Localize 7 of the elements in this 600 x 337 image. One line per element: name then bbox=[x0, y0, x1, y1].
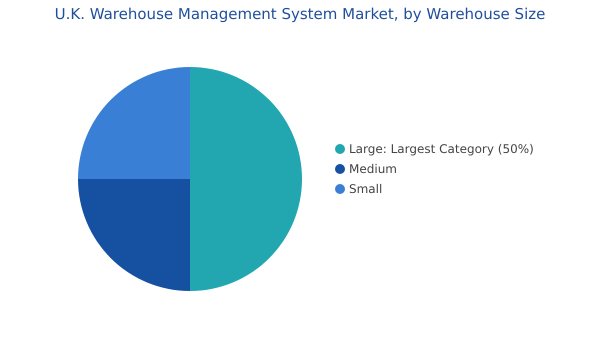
legend-label: Small bbox=[349, 182, 382, 196]
legend-label: Large: Largest Category (50%) bbox=[349, 142, 534, 156]
pie-slice bbox=[190, 67, 302, 291]
legend-label: Medium bbox=[349, 162, 397, 176]
chart-title: U.K. Warehouse Management System Market, by Warehouse Size bbox=[54, 5, 546, 23]
pie-slice bbox=[78, 67, 190, 179]
pie-slice bbox=[78, 179, 190, 291]
